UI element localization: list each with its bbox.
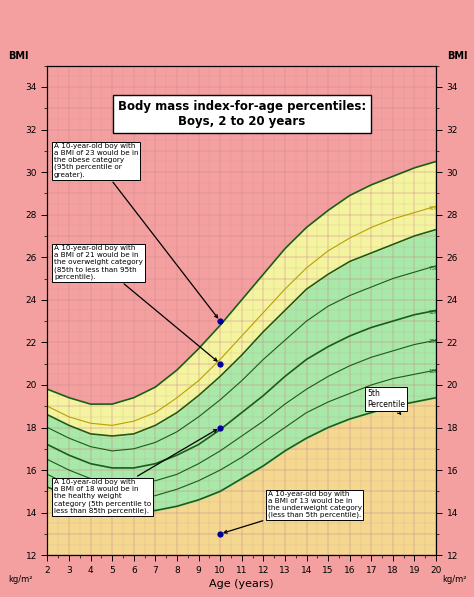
Text: BMI: BMI — [447, 51, 467, 61]
Text: A 10-year-old boy with
a BMI of 18 would be in
the healthy weight
category (5th : A 10-year-old boy with a BMI of 18 would… — [54, 430, 217, 514]
Text: 50th: 50th — [428, 310, 441, 315]
Text: BMI: BMI — [9, 51, 29, 61]
X-axis label: Age (years): Age (years) — [210, 579, 274, 589]
Text: 85th
Percentile: 85th Percentile — [0, 596, 1, 597]
Text: 25th: 25th — [428, 340, 441, 344]
Text: A 10-year-old boy with
a BMI of 21 would be in
the overweight category
(85th to : A 10-year-old boy with a BMI of 21 would… — [54, 245, 217, 361]
Text: A 10-year-old boy with
a BMI of 23 would be in
the obese category
(95th percenti: A 10-year-old boy with a BMI of 23 would… — [54, 143, 218, 318]
Text: Body mass index-for-age percentiles:
Boys, 2 to 20 years: Body mass index-for-age percentiles: Boy… — [118, 100, 366, 128]
Text: A 10-year-old boy with
a BMI of 13 would be in
the underweight category
(less th: A 10-year-old boy with a BMI of 13 would… — [224, 491, 362, 533]
Text: kg/m²: kg/m² — [9, 575, 33, 584]
Text: 5th
Percentile: 5th Percentile — [367, 389, 405, 414]
Text: 90th: 90th — [428, 206, 441, 211]
Text: 95th
Percentile: 95th Percentile — [0, 596, 1, 597]
Text: 75th: 75th — [428, 266, 441, 271]
Text: 10th: 10th — [428, 369, 441, 374]
Text: kg/m²: kg/m² — [443, 575, 467, 584]
